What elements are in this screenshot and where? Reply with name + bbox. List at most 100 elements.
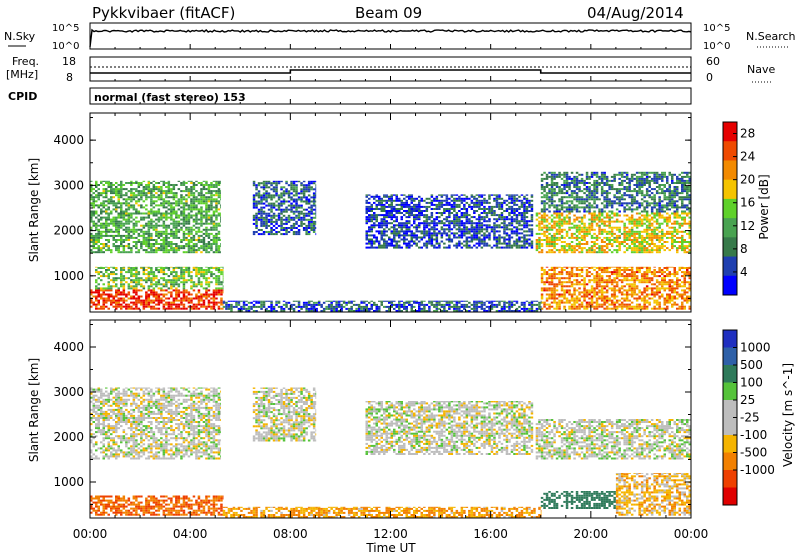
heatmap-cell: [590, 297, 594, 300]
heatmap-cell: [177, 283, 181, 286]
heatmap-cell: [295, 222, 298, 225]
heatmap-cell: [495, 246, 499, 249]
heatmap-cell: [550, 283, 554, 286]
heatmap-cell: [681, 218, 684, 221]
heatmap-cell: [573, 220, 576, 223]
heatmap-cell: [205, 230, 208, 233]
heatmap-cell: [212, 198, 216, 201]
heatmap-cell: [488, 201, 491, 204]
heatmap-cell: [671, 247, 674, 250]
heatmap-cell: [415, 224, 418, 227]
heatmap-cell: [167, 267, 171, 269]
heatmap-cell: [555, 230, 559, 233]
heatmap-cell: [147, 241, 151, 243]
heatmap-cell: [588, 226, 591, 229]
heatmap-cell: [197, 303, 201, 306]
heatmap-cell: [207, 196, 211, 199]
heatmap-cell: [112, 202, 115, 205]
heatmap-cell: [180, 182, 183, 184]
heatmap-cell: [115, 247, 118, 250]
heatmap-cell: [170, 293, 173, 296]
heatmap-cell: [498, 230, 501, 233]
heatmap-cell: [220, 307, 223, 310]
heatmap-cell: [580, 275, 584, 278]
heatmap-cell: [292, 206, 296, 209]
heatmap-cell: [525, 230, 529, 233]
heatmap-cell: [543, 271, 546, 274]
heatmap-cell: [688, 241, 691, 243]
heatmap-cell: [610, 266, 614, 268]
heatmap-cell: [365, 201, 368, 204]
heatmap-cell: [262, 224, 266, 227]
heatmap-cell: [312, 182, 316, 185]
heatmap-cell: [190, 293, 193, 296]
heatmap-cell: [530, 232, 534, 235]
heatmap-cell: [160, 249, 163, 252]
heatmap-cell: [490, 226, 494, 229]
nsky-panel: N.Sky 10^5 10^0 10^5 10^0 N.Search: [4, 22, 796, 52]
heatmap-cell: [147, 266, 151, 268]
heatmap-cell: [400, 194, 403, 196]
heatmap-cell: [90, 204, 93, 207]
heatmap-cell: [608, 271, 611, 274]
heatmap-cell: [195, 218, 198, 221]
heatmap-cell: [650, 218, 654, 221]
heatmap-cell: [130, 271, 133, 274]
heatmap-cell: [187, 301, 191, 304]
heatmap-cell: [315, 192, 317, 195]
heatmap-cell: [92, 204, 95, 207]
heatmap-cell: [152, 202, 156, 205]
heatmap-cell: [623, 271, 626, 274]
heatmap-cell: [160, 283, 163, 286]
heatmap-cell: [210, 243, 213, 245]
heatmap-cell: [182, 184, 186, 186]
heatmap-cell: [395, 224, 398, 227]
heatmap-cell: [593, 275, 596, 278]
heatmap-cell: [415, 226, 418, 229]
heatmap-cell: [540, 301, 544, 304]
heatmap-cell: [185, 220, 188, 223]
heatmap-cell: [252, 214, 256, 217]
heatmap-cell: [645, 214, 649, 217]
heatmap-cell: [157, 247, 161, 250]
heatmap-cell: [465, 208, 469, 210]
heatmap-cell: [190, 277, 193, 280]
heatmap-cell: [95, 305, 98, 308]
heatmap-cell: [265, 196, 268, 199]
heatmap-cell: [483, 199, 486, 202]
heatmap-cell: [478, 236, 481, 239]
heatmap-cell: [618, 269, 621, 271]
heatmap-cell: [655, 226, 659, 229]
heatmap-cell: [217, 271, 221, 274]
heatmap-cell: [172, 212, 176, 215]
heatmap-cell: [608, 279, 611, 282]
heatmap-cell: [100, 293, 103, 296]
heatmap-cell: [135, 251, 138, 254]
heatmap-cell: [187, 180, 191, 182]
heatmap-cell: [488, 210, 491, 212]
heatmap-cell: [207, 269, 211, 271]
heatmap-cell: [425, 242, 429, 245]
heatmap-cell: [182, 180, 186, 182]
heatmap-cell: [142, 206, 146, 209]
heatmap-cell: [107, 275, 110, 278]
heatmap-cell: [162, 243, 166, 245]
heatmap-cell: [97, 206, 100, 209]
heatmap-cell: [530, 203, 534, 206]
heatmap-cell: [563, 289, 566, 292]
heatmap-cell: [140, 295, 143, 298]
heatmap-cell: [605, 281, 609, 284]
heatmap-cell: [510, 246, 514, 249]
heatmap-cell: [663, 241, 666, 243]
heatmap-cell: [102, 305, 105, 308]
heatmap-cell: [112, 184, 115, 186]
heatmap-cell: [625, 236, 629, 239]
heatmap-cell: [120, 283, 123, 286]
heatmap-cell: [200, 275, 203, 278]
heatmap-cell: [453, 224, 456, 227]
heatmap-cell: [202, 241, 206, 243]
heatmap-cell: [643, 249, 646, 252]
heatmap-cell: [625, 234, 629, 237]
heatmap-cell: [683, 239, 686, 241]
heatmap-cell: [570, 249, 574, 252]
